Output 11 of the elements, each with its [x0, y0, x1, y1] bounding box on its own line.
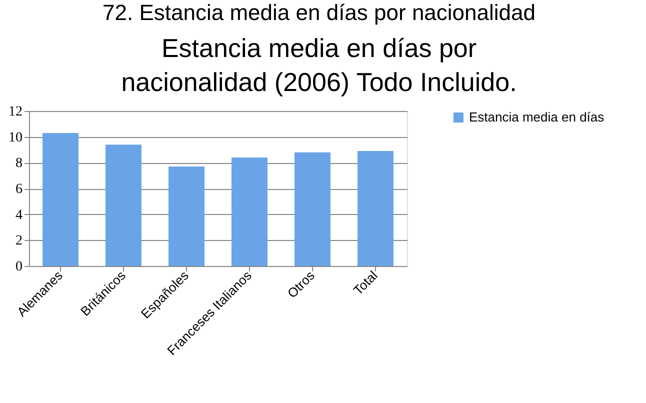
text: 72. Estancia media en días por nacionalidad	[102, 0, 536, 25]
y-tick-label: 12	[8, 104, 22, 120]
y-tick-label: 0	[16, 260, 22, 274]
y-tick-label: 4	[16, 208, 22, 223]
y-tick-label: 2	[16, 234, 22, 249]
y-tick-label: 8	[16, 156, 22, 172]
y-tick-label: 6	[16, 182, 22, 197]
y-tick-label: 10	[8, 130, 22, 146]
legend-label: Estancia media en días	[469, 110, 605, 124]
text: nacionalidad (2006) Todo Incluido.	[121, 67, 517, 97]
text: Estancia media en días por	[161, 33, 477, 63]
